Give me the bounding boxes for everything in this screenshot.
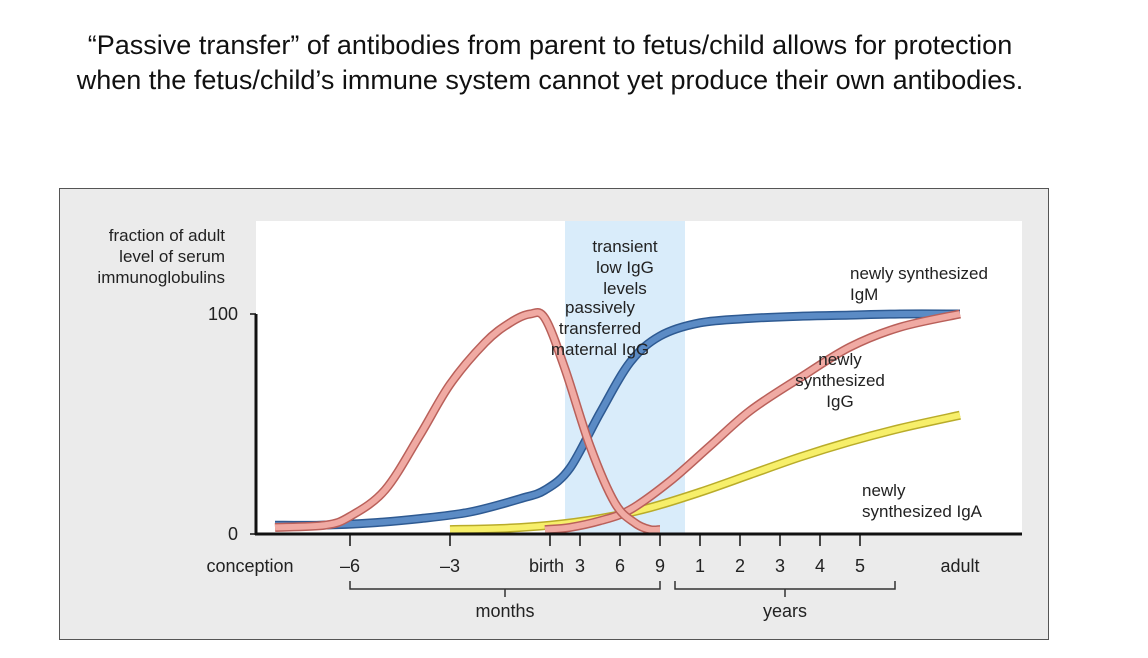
title-line-2: when the fetus/child’s immune system can…	[76, 65, 1024, 95]
x-tick-label-9-6: 9	[655, 556, 665, 576]
newly-synthesized-igm-curve	[274, 310, 961, 529]
bracket-years	[674, 581, 896, 597]
label-maternal-igg-line-3: maternal IgG	[551, 340, 649, 359]
x-tick-label-adult-12: adult	[940, 556, 979, 576]
x-tick-label-3-9: 3	[775, 556, 785, 576]
series-newly-synthesized-igg	[544, 309, 961, 535]
transient-region-label-line-2: low IgG	[596, 258, 654, 277]
label-newly-synthesized-igg-line-3: IgG	[826, 392, 853, 411]
newly-synthesized-iga-curve	[449, 412, 961, 533]
x-tick-label-2-8: 2	[735, 556, 745, 576]
maternal-igg-curve	[274, 309, 661, 534]
x-tick-label-3-4: 3	[575, 556, 585, 576]
label-maternal-igg-line-1: passively	[565, 298, 635, 317]
group-label-years: years	[763, 601, 807, 621]
y-tick-label-0: 0	[228, 524, 238, 544]
group-label-months: months	[475, 601, 534, 621]
label-newly-synthesized-iga-line-1: newly	[862, 481, 906, 500]
label-newly-synthesized-igg-line-2: synthesized	[795, 371, 885, 390]
newly-synthesized-igg-curve	[544, 311, 961, 533]
bracket-months	[349, 581, 661, 597]
immunoglobulin-chart-panel: transient low IgG levels passively transferr…	[59, 188, 1049, 640]
x-tick-label-6-1: –6	[340, 556, 360, 576]
x-tick-label-6-5: 6	[615, 556, 625, 576]
transient-region-label-line-3: levels	[603, 279, 646, 298]
y-tick-label-100: 100	[208, 304, 238, 324]
x-tick-label-1-7: 1	[695, 556, 705, 576]
label-newly-synthesized-iga-line-2: synthesized IgA	[862, 502, 983, 521]
x-tick-label-3-2: –3	[440, 556, 460, 576]
x-tick-label-4-10: 4	[815, 556, 825, 576]
slide-title: “Passive transfer” of antibodies from pa…	[0, 28, 1100, 98]
x-tick-label-birth-3: birth	[529, 556, 564, 576]
series-newly-synthesized-iga	[449, 410, 961, 535]
title-line-1: “Passive transfer” of antibodies from pa…	[87, 30, 1013, 60]
label-newly-synthesized-igm-line-1: newly synthesized	[850, 264, 988, 283]
label-newly-synthesized-igm-line-2: IgM	[850, 285, 878, 304]
x-tick-label-5-11: 5	[855, 556, 865, 576]
transient-region-label-line-1: transient	[592, 237, 657, 256]
y-axis-label-line-1: fraction of adult	[109, 226, 226, 245]
series-maternal-igg	[274, 308, 661, 535]
label-newly-synthesized-igg-line-1: newly	[818, 350, 862, 369]
series-newly-synthesized-igm	[274, 309, 961, 530]
x-tick-label-conception-0: conception	[206, 556, 293, 576]
y-axis-label-line-2: level of serum	[119, 247, 225, 266]
y-axis-label-line-3: immunoglobulins	[97, 268, 225, 287]
label-maternal-igg-line-2: transferred	[559, 319, 641, 338]
